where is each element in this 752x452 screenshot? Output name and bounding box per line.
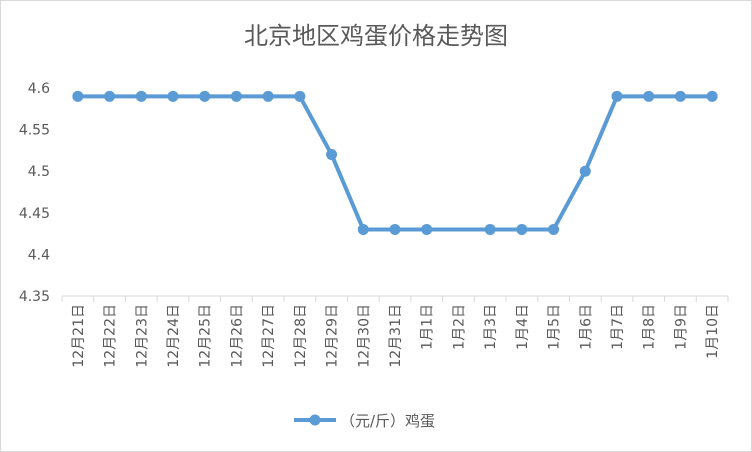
data-point xyxy=(72,90,84,102)
legend: （元/斤）鸡蛋 xyxy=(294,412,435,430)
x-axis: 12月21日 12月22日 12月23日 12月24日 12月25日 12月26日 12月2… xyxy=(61,295,729,368)
y-tick-label: 4.45 xyxy=(19,206,50,222)
x-tick-label: 1月1日 xyxy=(420,304,436,350)
data-point xyxy=(104,90,116,102)
x-tick-label: 1月10日 xyxy=(705,304,721,359)
data-point xyxy=(326,149,338,161)
x-tick-label: 1月7日 xyxy=(610,304,626,350)
y-tick-label: 4.35 xyxy=(19,289,50,305)
x-tick-label: 12月22日 xyxy=(103,304,119,368)
x-tick-label: 12月28日 xyxy=(293,304,309,368)
chart-title: 北京地区鸡蛋价格走势图 xyxy=(244,22,508,50)
x-tick-label: 12月29日 xyxy=(325,304,341,368)
x-tick-label: 1月4日 xyxy=(515,304,531,350)
legend-label: （元/斤）鸡蛋 xyxy=(340,412,435,430)
x-tick-label: 12月23日 xyxy=(134,304,150,368)
data-point xyxy=(421,223,433,235)
y-axis: 4.35 4.4 4.45 4.5 4.55 4.6 xyxy=(19,81,50,305)
y-tick-label: 4.5 xyxy=(28,164,50,180)
y-tick-label: 4.55 xyxy=(19,123,50,139)
data-point xyxy=(579,165,591,177)
data-point xyxy=(643,90,655,102)
x-tick-label: 12月21日 xyxy=(71,304,87,368)
data-point xyxy=(674,90,686,102)
y-tick-label: 4.6 xyxy=(28,81,50,97)
x-tick-label: 12月30日 xyxy=(356,304,372,368)
series-line xyxy=(77,94,713,232)
data-point xyxy=(230,90,242,102)
series-layer xyxy=(72,90,718,235)
data-point xyxy=(199,90,211,102)
data-point xyxy=(611,90,623,102)
x-tick-label: 1月5日 xyxy=(547,304,563,350)
data-point xyxy=(548,223,560,235)
x-tick-label: 12月27日 xyxy=(261,304,277,368)
x-tick-label: 12月26日 xyxy=(229,304,245,368)
x-tick-label: 1月6日 xyxy=(578,304,594,350)
x-tick-label: 1月8日 xyxy=(642,304,658,350)
data-point xyxy=(706,90,718,102)
y-tick-label: 4.4 xyxy=(28,247,50,263)
data-point xyxy=(294,90,306,102)
x-tick-label: 1月9日 xyxy=(673,304,689,350)
data-point xyxy=(167,90,179,102)
x-tick-label: 12月31日 xyxy=(388,304,404,368)
data-point xyxy=(135,90,147,102)
x-tick-label: 12月25日 xyxy=(198,304,214,368)
x-tick-label: 1月2日 xyxy=(451,304,467,350)
data-point xyxy=(484,223,496,235)
data-point xyxy=(262,90,274,102)
legend-marker xyxy=(309,414,321,426)
x-tick-label: 12月24日 xyxy=(166,304,182,368)
data-point xyxy=(516,223,528,235)
data-point xyxy=(389,223,401,235)
x-tick-label: 1月3日 xyxy=(483,304,499,350)
data-point xyxy=(357,223,369,235)
